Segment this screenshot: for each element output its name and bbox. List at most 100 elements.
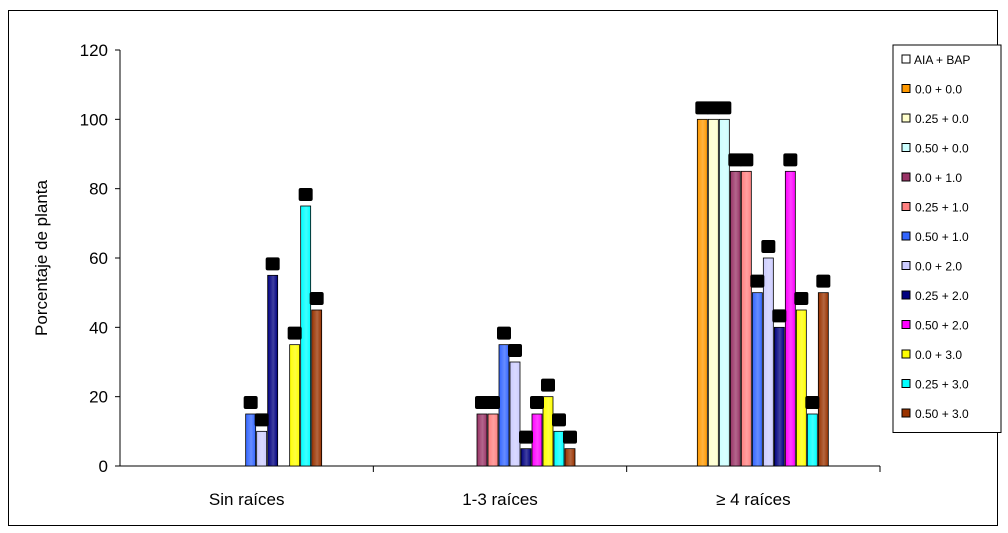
legend-box	[892, 44, 1002, 433]
bar	[751, 292, 763, 467]
bar	[773, 326, 785, 467]
error-marker	[761, 240, 776, 253]
error-marker	[563, 430, 577, 444]
x-tick-label: Sin raíces	[209, 490, 285, 509]
y-tick-label: 60	[89, 249, 108, 268]
error-marker	[552, 413, 566, 427]
bar	[498, 344, 510, 467]
x-tick-label: ≥ 4 raíces	[716, 490, 791, 509]
error-marker	[508, 344, 522, 357]
legend-label: 0.50 + 0.0	[915, 142, 969, 156]
legend-item: 0.50 + 1.0	[901, 230, 969, 244]
legend-label: 0.25 + 1.0	[915, 201, 969, 215]
error-marker	[298, 188, 313, 201]
error-marker	[717, 101, 732, 115]
legend-item: 0.25 + 0.0	[901, 112, 969, 126]
error-marker	[541, 378, 555, 392]
legend-header: AIA + BAP	[901, 53, 970, 67]
bar	[729, 170, 741, 467]
y-tick-label: 0	[99, 457, 108, 476]
legend-label: 0.0 + 3.0	[915, 348, 962, 362]
bar	[806, 413, 818, 467]
error-marker	[309, 292, 324, 305]
x-tick-label: 1-3 raíces	[462, 490, 538, 509]
error-marker	[497, 326, 511, 340]
error-marker	[728, 153, 743, 167]
legend-item: 0.25 + 2.0	[901, 289, 969, 303]
legend-swatch	[901, 261, 911, 270]
legend-swatch	[901, 143, 911, 152]
error-marker	[243, 396, 258, 409]
legend-item: 0.50 + 0.0	[901, 142, 969, 156]
legend-swatch	[901, 202, 911, 211]
error-marker	[772, 309, 787, 323]
legend: AIA + BAP 0.0 + 0.0 0.25 + 0.0 0.50 + 0.0 0.…	[892, 44, 1002, 433]
bar	[300, 205, 312, 467]
bar	[256, 430, 268, 467]
legend-swatch	[901, 290, 911, 300]
error-marker	[486, 396, 500, 409]
bar	[542, 396, 554, 467]
bar	[289, 344, 301, 467]
legend-label: 0.25 + 2.0	[915, 289, 969, 303]
bar	[476, 413, 488, 467]
legend-swatch	[901, 379, 911, 388]
error-marker	[475, 396, 489, 409]
y-tick-label: 100	[80, 110, 108, 129]
error-marker	[254, 413, 269, 427]
legend-swatch	[901, 84, 911, 93]
bar	[553, 430, 565, 467]
legend-swatch	[901, 231, 911, 241]
error-marker	[794, 292, 809, 305]
error-marker	[750, 274, 765, 288]
legend-label: 0.50 + 2.0	[915, 319, 969, 333]
error-marker	[287, 326, 302, 340]
bar	[267, 274, 279, 467]
bar	[311, 309, 323, 467]
legend-swatch	[901, 113, 911, 123]
legend-item: 0.25 + 1.0	[901, 201, 969, 215]
bar	[718, 118, 730, 467]
bar	[531, 413, 543, 467]
error-marker	[265, 257, 280, 271]
bar	[509, 361, 521, 467]
legend-label: 0.0 + 0.0	[915, 83, 962, 97]
legend-item: 0.0 + 2.0	[901, 260, 962, 274]
legend-item: 0.25 + 3.0	[901, 378, 969, 392]
error-marker	[695, 101, 710, 115]
bar	[520, 448, 532, 467]
error-markers	[243, 101, 831, 444]
error-marker	[519, 430, 533, 444]
error-marker	[739, 153, 754, 167]
legend-label: 0.0 + 2.0	[915, 260, 962, 274]
legend-header-swatch	[901, 54, 911, 64]
bar	[245, 413, 257, 467]
legend-label: 0.25 + 3.0	[915, 378, 969, 392]
bar	[564, 448, 576, 467]
legend-swatch	[901, 408, 911, 418]
bar	[795, 309, 807, 467]
bar	[784, 170, 796, 467]
error-marker	[805, 396, 820, 409]
legend-header-text: AIA + BAP	[914, 53, 970, 67]
legend-label: 0.25 + 0.0	[915, 112, 969, 126]
legend-swatch	[901, 172, 911, 182]
bar	[696, 118, 708, 467]
error-marker	[783, 153, 798, 167]
error-marker	[706, 101, 721, 115]
x-tick-labels: Sin raíces 1-3 raíces ≥ 4 raíces	[209, 466, 881, 509]
y-tick-label: 120	[80, 41, 108, 60]
legend-swatch	[901, 320, 911, 329]
legend-item: 0.0 + 1.0	[901, 171, 962, 185]
legend-label: 0.50 + 3.0	[915, 407, 969, 421]
legend-label: 0.0 + 1.0	[915, 171, 962, 185]
legend-label: 0.50 + 1.0	[915, 230, 969, 244]
legend-item: 0.0 + 3.0	[901, 348, 962, 362]
bar	[740, 170, 752, 467]
y-ticks: 0 20 40 60 80 100 120	[80, 41, 120, 476]
bar	[487, 413, 499, 467]
y-tick-label: 40	[89, 318, 108, 337]
bar	[817, 292, 829, 467]
y-axis-label: Porcentaje de planta	[32, 179, 51, 335]
